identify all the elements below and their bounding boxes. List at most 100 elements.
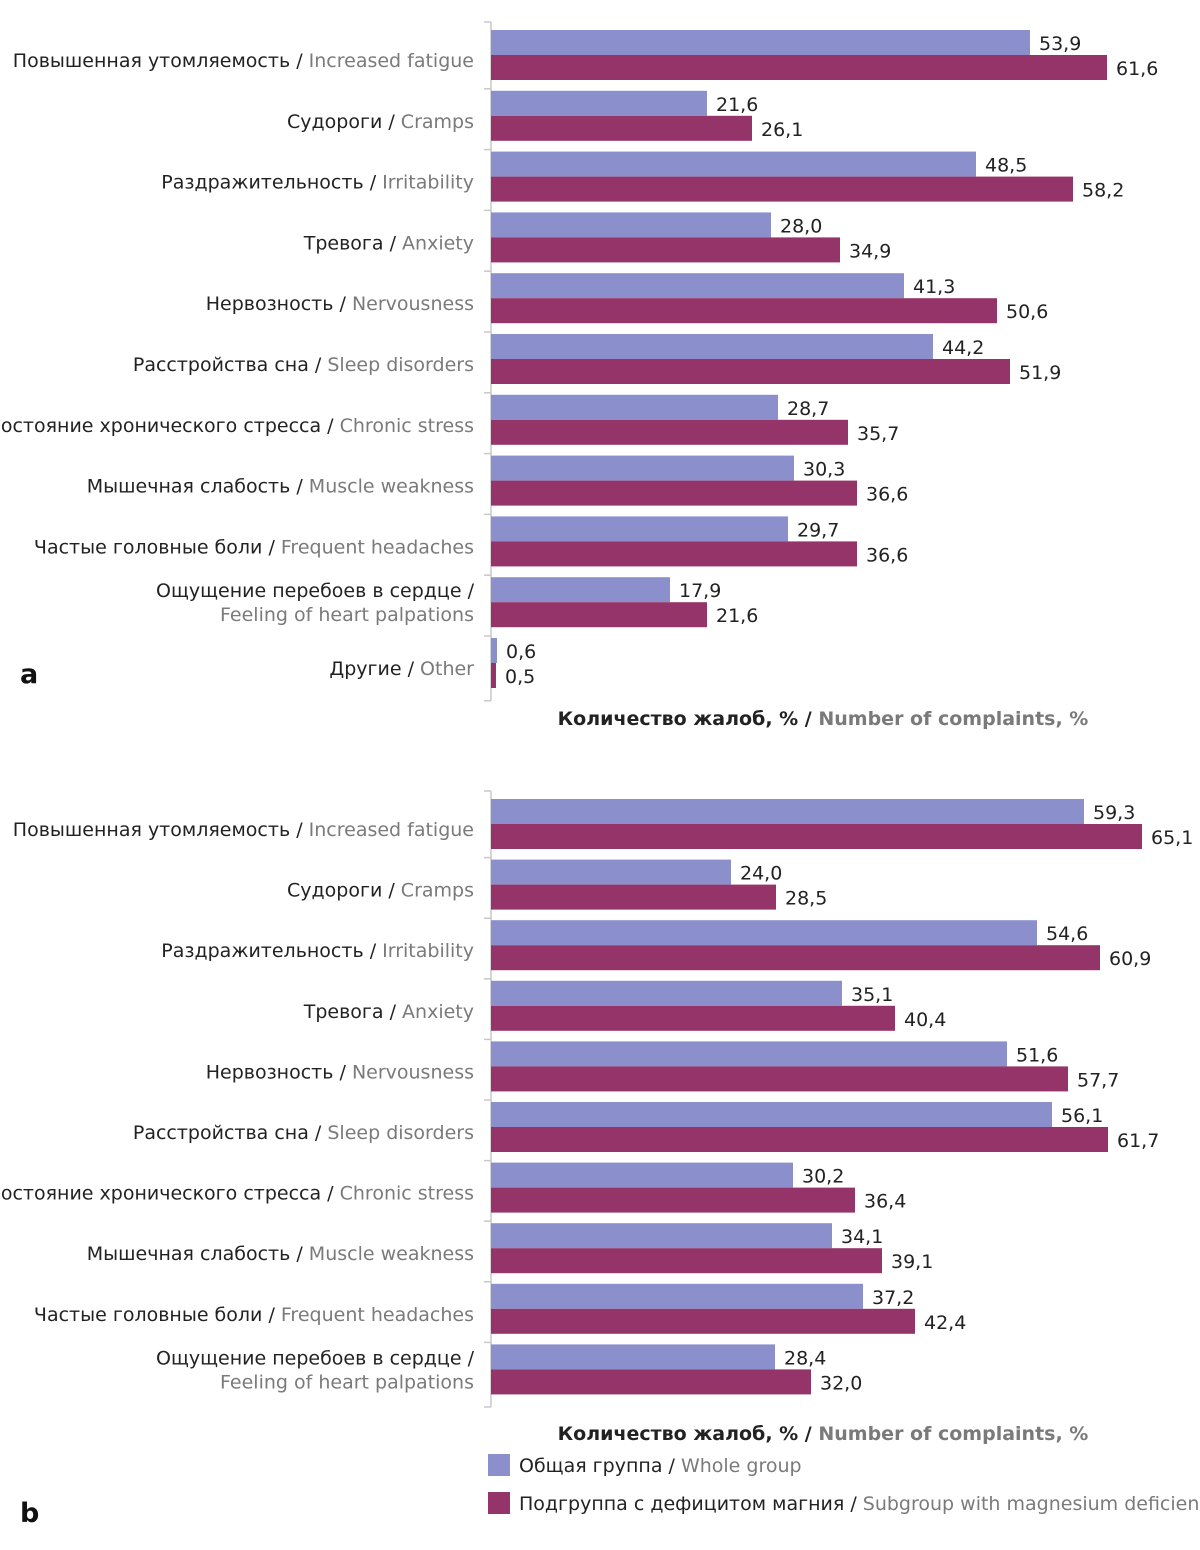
panel-label: b — [20, 1498, 39, 1529]
category-label: Состояние хронического стресса / Chronic… — [0, 415, 474, 437]
bar-whole-group — [491, 273, 904, 299]
category-label-ru: Раздражительность — [161, 172, 363, 194]
bar-whole-group — [491, 334, 933, 359]
category-label: Состояние хронического стресса / Chronic… — [0, 1183, 474, 1205]
x-axis-label-ru: Количество жалоб, % — [558, 1423, 799, 1445]
bar-mg-deficiency — [491, 884, 776, 910]
category-label-ru: Частые головные боли — [34, 536, 262, 558]
category-label: Нервозность / Nervousness — [206, 1061, 474, 1083]
bar-mg-deficiency — [491, 1308, 915, 1334]
data-label: 51,6 — [1016, 1044, 1058, 1066]
bar-mg-deficiency — [491, 115, 752, 141]
bar-whole-group — [491, 1102, 1052, 1127]
category-label-separator: / — [364, 172, 382, 194]
bar-mg-deficiency — [491, 945, 1100, 971]
data-label: 28,5 — [785, 888, 827, 910]
category-label-en: Frequent headaches — [281, 536, 474, 558]
legend-label-separator: / — [662, 1455, 680, 1477]
category-label: Раздражительность / Irritability — [161, 172, 474, 194]
category-label: Нервозность / Nervousness — [206, 293, 474, 315]
category-label-en: Sleep disorders — [327, 354, 474, 376]
category-label-en: Nervousness — [352, 1061, 474, 1083]
bar-mg-deficiency — [491, 1066, 1068, 1092]
category-label-en: Anxiety — [402, 1001, 474, 1023]
bar-whole-group — [491, 30, 1030, 55]
data-label: 30,3 — [803, 459, 845, 481]
bar-whole-group — [491, 151, 976, 177]
category-label: Повышенная утомляемость / Increased fati… — [13, 819, 474, 841]
category-label-ru: Состояние хронического стресса — [0, 1183, 321, 1205]
bar-mg-deficiency — [491, 1248, 882, 1274]
bar-whole-group — [491, 1162, 793, 1188]
bar-mg-deficiency — [491, 480, 857, 506]
bar-mg-deficiency — [491, 663, 496, 688]
category-label: Мышечная слабость / Muscle weakness — [87, 1243, 474, 1265]
category-label-ru: Состояние хронического стресса — [0, 415, 321, 437]
bar-mg-deficiency — [491, 1127, 1108, 1152]
category-label-ru: Мышечная слабость — [87, 476, 291, 498]
bar-whole-group — [491, 980, 842, 1006]
data-label: 53,9 — [1039, 33, 1081, 55]
data-label: 41,3 — [913, 276, 955, 298]
data-label: 21,6 — [716, 605, 758, 627]
category-label: Другие / Other — [329, 658, 474, 680]
category-label: Мышечная слабость / Muscle weakness — [87, 476, 474, 498]
chart-panel-a: Повышенная утомляемость / Increased fati… — [0, 21, 1158, 730]
data-label: 56,1 — [1061, 1105, 1103, 1127]
category-label-ru: Другие — [329, 658, 401, 680]
data-label: 17,9 — [679, 580, 721, 602]
data-label: 28,7 — [787, 398, 829, 420]
bar-whole-group — [491, 455, 794, 481]
category-label-ru: Расстройства сна — [133, 354, 309, 376]
bar-mg-deficiency — [491, 298, 997, 324]
category-label-separator: / — [309, 1122, 327, 1144]
data-label: 29,7 — [797, 519, 839, 541]
legend-swatch-whole-group — [488, 1454, 510, 1476]
category-label: Раздражительность / Irritability — [161, 940, 474, 962]
bar-whole-group — [491, 1041, 1007, 1067]
data-label: 61,7 — [1117, 1130, 1159, 1152]
category-label-separator: / — [384, 1001, 402, 1023]
category-label: Судороги / Cramps — [287, 111, 474, 133]
category-label: Расстройства сна / Sleep disorders — [133, 354, 474, 376]
category-label-ru: Нервозность — [206, 1061, 334, 1083]
x-axis-label-separator: / — [798, 1423, 818, 1445]
data-label: 50,6 — [1006, 301, 1048, 323]
bar-whole-group — [491, 1223, 832, 1249]
legend-label-ru: Общая группа — [519, 1455, 662, 1477]
data-label: 61,6 — [1116, 58, 1158, 80]
category-label-separator: / — [333, 293, 351, 315]
data-label: 59,3 — [1093, 802, 1135, 824]
data-label: 58,2 — [1082, 180, 1124, 202]
category-label-en: Cramps — [401, 880, 474, 902]
data-label: 35,7 — [857, 423, 899, 445]
data-label: 34,9 — [849, 240, 891, 262]
data-label: 54,6 — [1046, 923, 1088, 945]
category-label-separator: / — [462, 1347, 475, 1369]
category-label-ru: Повышенная утомляемость — [13, 819, 290, 841]
category-label-ru: Судороги — [287, 880, 382, 902]
category-label-en: Other — [420, 658, 474, 680]
category-label-ru: Нервозность — [206, 293, 334, 315]
bar-whole-group — [491, 638, 497, 663]
bar-mg-deficiency — [491, 419, 848, 445]
category-label-ru: Тревога — [303, 1001, 384, 1023]
category-label-separator: / — [382, 111, 400, 133]
category-label-separator: / — [382, 880, 400, 902]
bar-whole-group — [491, 920, 1037, 946]
bar-whole-group — [491, 90, 707, 116]
legend-swatch-mg-deficiency — [488, 1492, 510, 1514]
category-label: Расстройства сна / Sleep disorders — [133, 1122, 474, 1144]
data-label: 34,1 — [841, 1226, 883, 1248]
category-label-en: Chronic stress — [340, 415, 474, 437]
data-label: 35,1 — [851, 984, 893, 1006]
category-label-ru: Повышенная утомляемость — [13, 50, 290, 72]
bar-mg-deficiency — [491, 237, 840, 263]
data-label: 51,9 — [1019, 362, 1061, 384]
category-label-separator: / — [262, 1304, 280, 1326]
data-label: 30,2 — [802, 1166, 844, 1188]
x-axis-label-separator: / — [798, 708, 818, 730]
category-label-ru: Мышечная слабость — [87, 1243, 291, 1265]
category-label-en: Feeling of heart palpations — [220, 604, 474, 626]
